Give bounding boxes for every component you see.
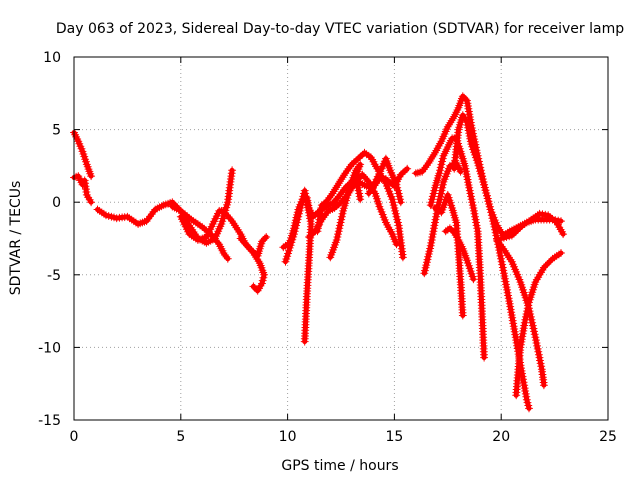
series-arc-12 bbox=[364, 154, 405, 207]
plot-frame bbox=[73, 56, 609, 421]
series-markers bbox=[236, 234, 269, 295]
series-markers bbox=[326, 160, 365, 262]
y-tick-label: -10 bbox=[38, 340, 61, 356]
x-tick-label: 10 bbox=[279, 429, 297, 445]
grid-lines bbox=[74, 57, 608, 420]
x-axis-label: GPS time / hours bbox=[281, 458, 398, 474]
series-markers bbox=[497, 209, 568, 243]
x-tick-label: 20 bbox=[492, 429, 510, 445]
series-arc-10 bbox=[313, 148, 407, 262]
series-arc-11 bbox=[326, 160, 365, 262]
y-tick-label: -5 bbox=[47, 268, 61, 284]
series-markers bbox=[431, 190, 467, 320]
x-axis: 0 5 10 15 20 25 bbox=[70, 57, 617, 445]
series-arc-16 bbox=[431, 190, 467, 320]
series-arc-21 bbox=[497, 209, 568, 243]
y-tick-label: -15 bbox=[38, 413, 61, 429]
y-tick-label: 5 bbox=[52, 123, 61, 139]
series-markers bbox=[364, 154, 405, 207]
x-tick-label: 0 bbox=[70, 429, 79, 445]
series-arc-18 bbox=[450, 111, 533, 413]
series-arc-08 bbox=[281, 186, 316, 346]
series-markers bbox=[512, 249, 565, 400]
y-tick-label: 10 bbox=[43, 50, 61, 66]
series-markers bbox=[450, 111, 533, 413]
series-markers bbox=[313, 148, 407, 262]
x-tick-label: 25 bbox=[599, 429, 617, 445]
series-markers bbox=[281, 186, 316, 346]
chart-title: Day 063 of 2023, Sidereal Day-to-day VTE… bbox=[56, 21, 624, 37]
series-markers bbox=[492, 236, 548, 390]
y-axis-label: SDTVAR / TECUs bbox=[8, 181, 24, 296]
series-markers bbox=[426, 134, 489, 362]
series-markers bbox=[441, 224, 478, 284]
data-series-layer bbox=[70, 92, 568, 413]
series-arc-20 bbox=[512, 249, 565, 400]
y-axis: -15 -10 -5 0 5 10 bbox=[38, 50, 608, 429]
y-tick-label: 0 bbox=[52, 195, 61, 211]
x-tick-label: 5 bbox=[176, 429, 185, 445]
series-arc-06 bbox=[236, 234, 269, 295]
series-arc-14 bbox=[426, 134, 489, 362]
series-arc-17 bbox=[441, 224, 478, 284]
x-tick-label: 15 bbox=[385, 429, 403, 445]
